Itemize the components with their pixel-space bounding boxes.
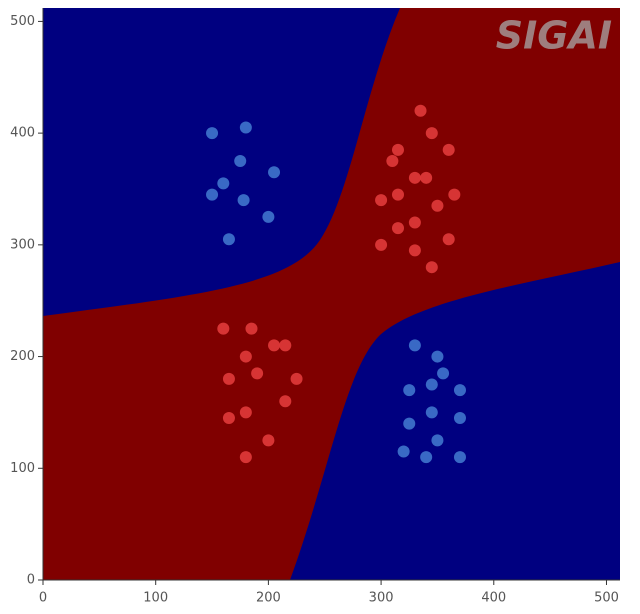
point	[408, 339, 421, 352]
point	[262, 210, 275, 223]
point	[375, 238, 388, 251]
point	[391, 222, 404, 235]
point	[431, 199, 444, 212]
x-tick-label: 200	[256, 591, 281, 606]
point	[397, 445, 410, 458]
watermark: SIGAI	[496, 14, 612, 58]
point	[403, 417, 416, 430]
point	[391, 188, 404, 201]
point	[414, 104, 427, 117]
y-tick-label: 500	[10, 14, 35, 29]
point	[206, 127, 219, 140]
point	[448, 188, 461, 201]
y-tick-label: 300	[10, 237, 35, 252]
point	[279, 395, 292, 408]
point	[239, 451, 252, 464]
point	[234, 155, 247, 168]
point	[403, 384, 416, 397]
point	[217, 177, 230, 190]
point	[442, 233, 455, 246]
y-tick-label: 100	[10, 461, 35, 476]
point	[442, 143, 455, 156]
point	[437, 367, 450, 380]
point	[425, 378, 438, 391]
point	[408, 171, 421, 184]
x-tick-label: 300	[369, 591, 394, 606]
point	[431, 350, 444, 363]
point	[268, 166, 281, 179]
point	[425, 406, 438, 419]
point	[237, 194, 250, 207]
point	[453, 451, 466, 464]
region-red	[43, 8, 620, 580]
point	[425, 261, 438, 274]
x-tick-label: 400	[481, 591, 506, 606]
point	[279, 339, 292, 352]
y-tick-label: 200	[10, 349, 35, 364]
point	[222, 233, 235, 246]
point	[425, 127, 438, 140]
x-tick-label: 500	[594, 591, 619, 606]
x-tick-label: 0	[39, 591, 47, 606]
point	[408, 216, 421, 229]
point	[239, 350, 252, 363]
point	[453, 412, 466, 425]
point	[268, 339, 281, 352]
point	[206, 188, 219, 201]
point	[290, 372, 303, 385]
point	[222, 372, 235, 385]
point	[375, 194, 388, 207]
point	[222, 412, 235, 425]
point	[420, 451, 433, 464]
y-tick-label: 0	[27, 573, 35, 588]
point	[420, 171, 433, 184]
point	[251, 367, 264, 380]
point	[386, 155, 399, 168]
x-tick-label: 100	[143, 591, 168, 606]
point	[453, 384, 466, 397]
point	[262, 434, 275, 447]
point	[239, 121, 252, 134]
point	[431, 434, 444, 447]
point	[245, 322, 258, 335]
point	[217, 322, 230, 335]
y-tick-label: 400	[10, 126, 35, 141]
point	[408, 244, 421, 257]
point	[239, 406, 252, 419]
point	[391, 143, 404, 156]
